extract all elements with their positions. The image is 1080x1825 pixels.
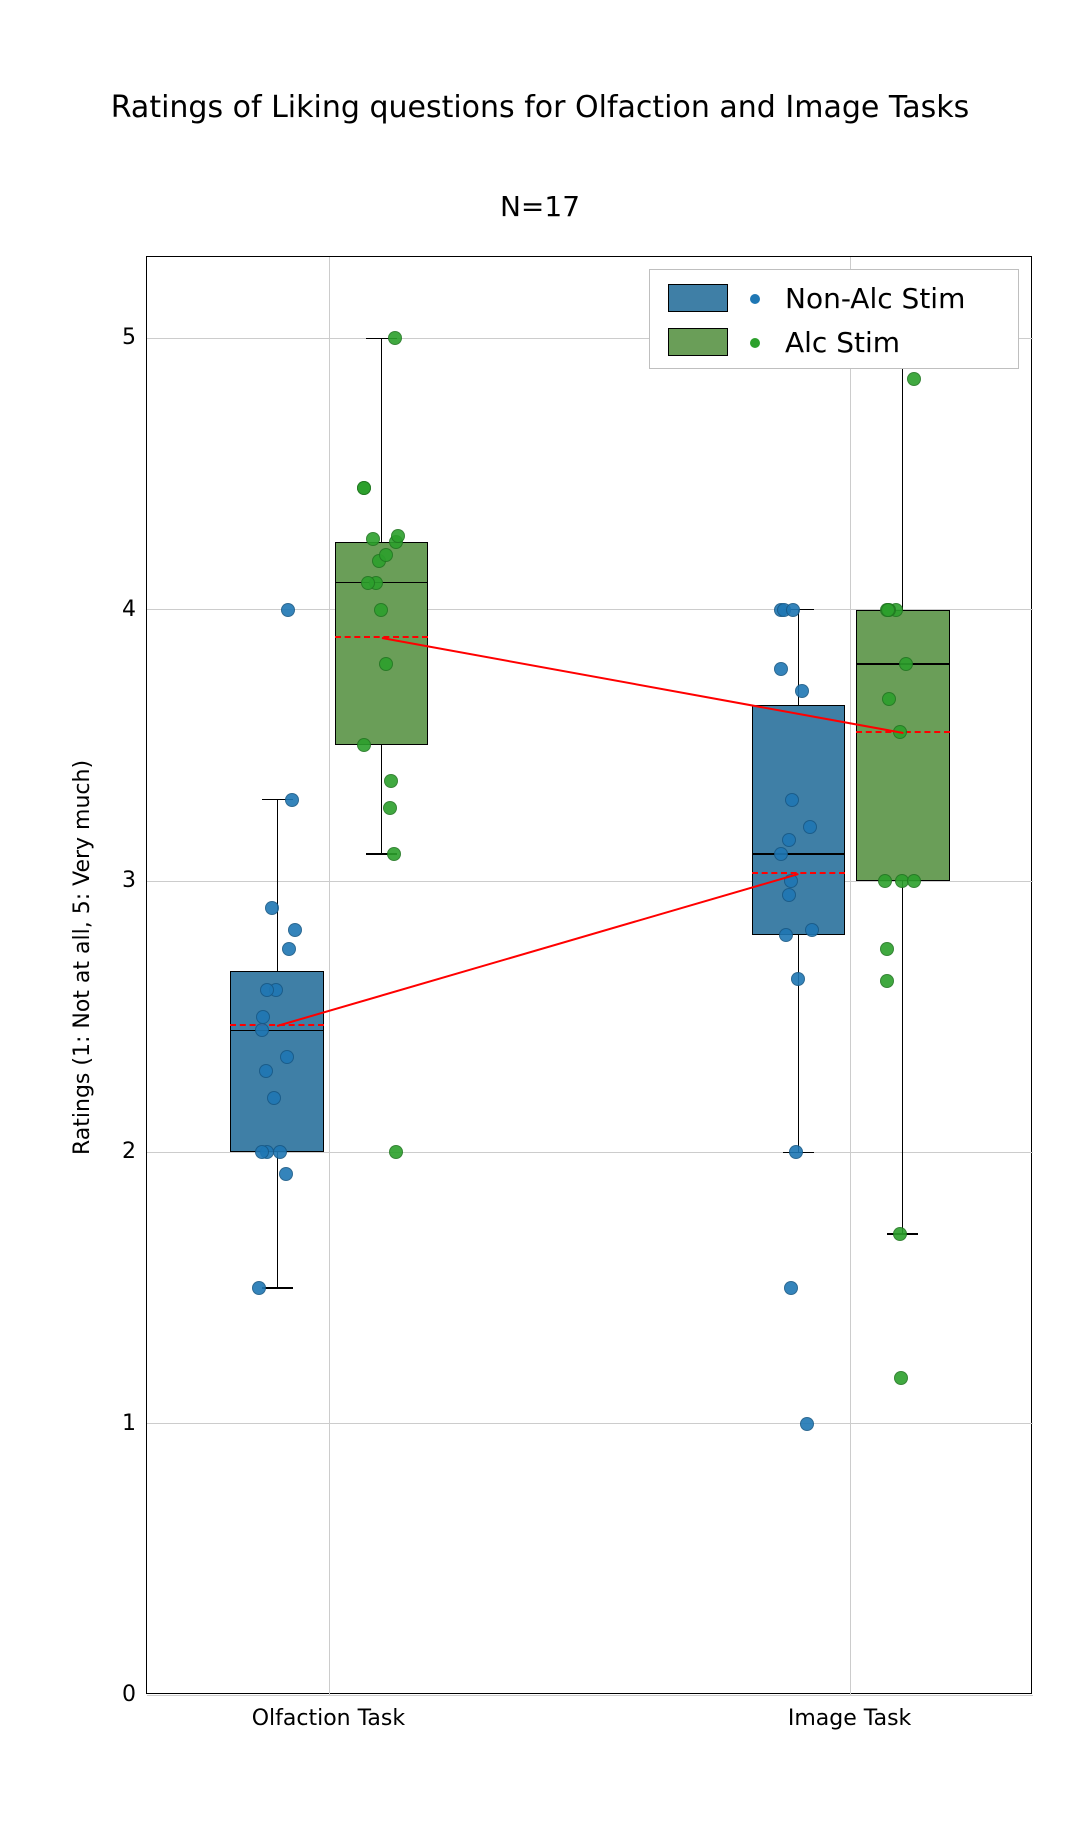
data-point xyxy=(383,801,397,815)
y-tick-label: 0 xyxy=(122,1682,136,1707)
data-point xyxy=(379,657,393,671)
data-point xyxy=(281,603,295,617)
data-point xyxy=(387,847,401,861)
data-point xyxy=(279,1167,293,1181)
mean-connector xyxy=(381,637,902,733)
data-point xyxy=(803,820,817,834)
chart-title: Ratings of Liking questions for Olfactio… xyxy=(0,90,1080,125)
data-point xyxy=(252,1281,266,1295)
whisker xyxy=(277,800,279,971)
data-point xyxy=(785,793,799,807)
data-point xyxy=(791,972,805,986)
legend-label: Alc Stim xyxy=(785,326,900,359)
data-point xyxy=(894,1371,908,1385)
box xyxy=(752,705,846,936)
data-point xyxy=(786,603,800,617)
legend-swatch xyxy=(668,284,728,312)
x-tick-label: Image Task xyxy=(770,1706,930,1731)
mean-line xyxy=(752,872,846,874)
data-point xyxy=(789,1145,803,1159)
data-point xyxy=(880,942,894,956)
data-point xyxy=(259,1064,273,1078)
legend-label: Non-Alc Stim xyxy=(785,282,965,315)
data-point xyxy=(784,1281,798,1295)
y-tick-label: 3 xyxy=(122,868,136,893)
data-point xyxy=(878,874,892,888)
data-point xyxy=(907,372,921,386)
plot-area: Non-Alc Stim Alc Stim xyxy=(146,256,1032,1694)
y-tick-label: 4 xyxy=(122,597,136,622)
x-tick-label: Olfaction Task xyxy=(248,1706,408,1731)
data-point xyxy=(880,974,894,988)
data-point xyxy=(774,662,788,676)
whisker xyxy=(798,935,800,1152)
data-point xyxy=(361,576,375,590)
gridline xyxy=(147,1695,1033,1696)
median-line xyxy=(230,1030,324,1032)
data-point xyxy=(374,603,388,617)
data-point xyxy=(255,1145,269,1159)
y-tick-label: 5 xyxy=(122,325,136,350)
data-point xyxy=(800,1417,814,1431)
whisker xyxy=(381,338,383,541)
data-point xyxy=(779,928,793,942)
data-point xyxy=(893,1227,907,1241)
data-point xyxy=(273,1145,287,1159)
mean-connector xyxy=(277,873,799,1026)
legend-point xyxy=(750,338,760,348)
whisker-cap xyxy=(262,1287,293,1289)
whisker xyxy=(277,1152,279,1288)
gridline xyxy=(147,1423,1033,1424)
figure: Ratings of Liking questions for Olfactio… xyxy=(0,0,1080,1825)
data-point xyxy=(389,1145,403,1159)
data-point xyxy=(357,481,371,495)
data-point xyxy=(285,793,299,807)
data-point xyxy=(907,874,921,888)
box xyxy=(230,971,324,1153)
data-point xyxy=(282,942,296,956)
whisker xyxy=(902,881,904,1234)
median-line xyxy=(752,853,846,855)
data-point xyxy=(260,983,274,997)
data-point xyxy=(256,1010,270,1024)
chart-subtitle: N=17 xyxy=(0,190,1080,223)
data-point xyxy=(357,738,371,752)
data-point xyxy=(255,1023,269,1037)
data-point xyxy=(795,684,809,698)
y-tick-label: 2 xyxy=(122,1139,136,1164)
whisker xyxy=(381,745,383,854)
y-tick-label: 1 xyxy=(122,1411,136,1436)
data-point xyxy=(782,888,796,902)
data-point xyxy=(288,923,302,937)
legend: Non-Alc Stim Alc Stim xyxy=(649,269,1019,369)
whisker xyxy=(902,338,904,609)
legend-swatch xyxy=(668,328,728,356)
gridline xyxy=(850,257,851,1695)
data-point xyxy=(881,603,895,617)
y-axis-label: Ratings (1: Not at all, 5: Very much) xyxy=(70,760,95,1155)
legend-point xyxy=(750,294,760,304)
data-point xyxy=(384,774,398,788)
box xyxy=(856,610,950,881)
gridline xyxy=(329,257,330,1695)
data-point xyxy=(388,331,402,345)
